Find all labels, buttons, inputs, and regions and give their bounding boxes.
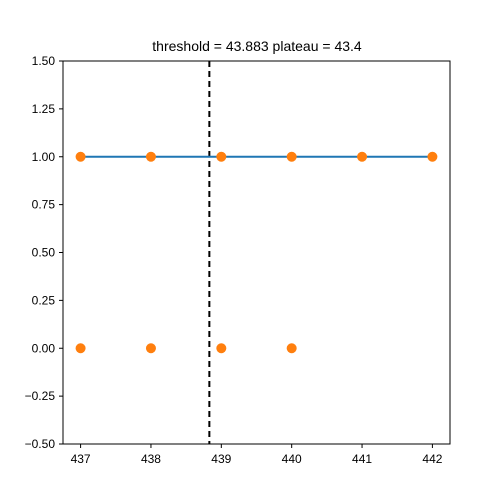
- data-point: [286, 343, 297, 354]
- y-tick-label: 1.00: [32, 150, 56, 164]
- x-tick-label: 442: [422, 452, 442, 466]
- y-tick-label: 1.50: [32, 54, 56, 68]
- y-tick-label: −0.50: [25, 437, 56, 451]
- data-point: [216, 151, 227, 162]
- y-tick-label: 0.75: [32, 198, 56, 212]
- y-tick-label: 0.25: [32, 293, 56, 307]
- data-point: [427, 151, 438, 162]
- data-point: [75, 343, 86, 354]
- data-point: [286, 151, 297, 162]
- data-point: [145, 343, 156, 354]
- plot-area: 437 438 439 440 441 442 −0.50 −0.25 0.00 0.25 0.50…: [25, 54, 451, 466]
- data-point: [216, 343, 227, 354]
- data-point: [145, 151, 156, 162]
- data-point: [75, 151, 86, 162]
- x-tick-label: 441: [352, 452, 372, 466]
- data-point: [357, 151, 368, 162]
- y-tick-label: 0.00: [32, 341, 56, 355]
- y-tick-label: 1.25: [32, 102, 56, 116]
- chart-title: threshold = 43.883 plateau = 43.4: [152, 38, 362, 54]
- x-tick-label: 439: [211, 452, 231, 466]
- y-tick-label: 0.50: [32, 246, 56, 260]
- x-tick-label: 440: [282, 452, 302, 466]
- x-tick-label: 438: [141, 452, 161, 466]
- y-tick-label: −0.25: [25, 389, 56, 403]
- x-tick-label: 437: [71, 452, 91, 466]
